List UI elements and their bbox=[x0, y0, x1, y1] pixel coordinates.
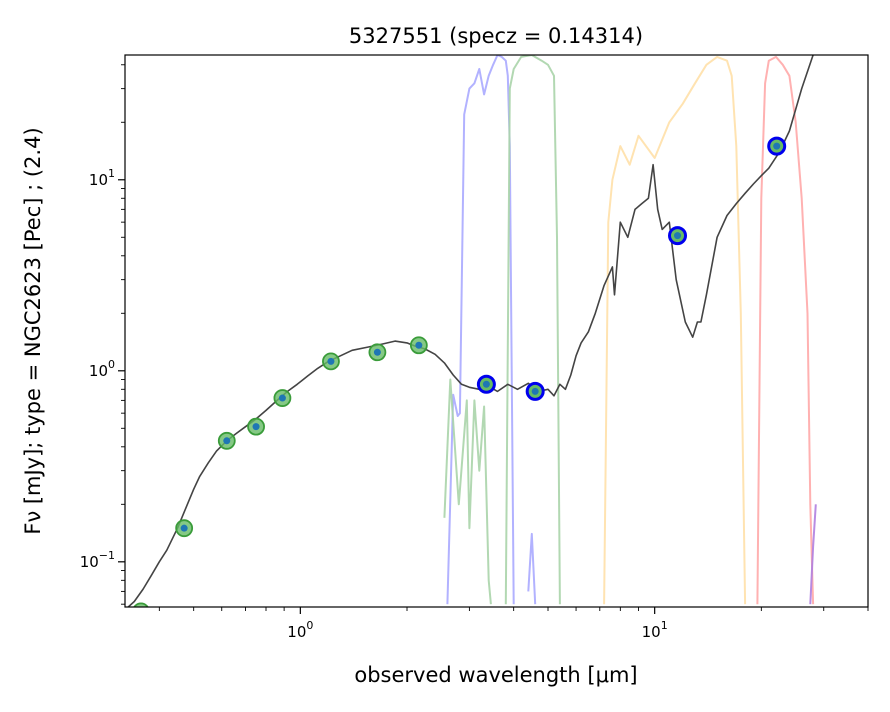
x-axis-label: observed wavelength [μm] bbox=[354, 663, 637, 687]
y-tick-label: 101 bbox=[89, 167, 115, 189]
point-center-green-3 bbox=[252, 423, 260, 431]
y-axis-label: Fν [mJy]; type = NGC2623 [Pec] ; (2.4) bbox=[21, 127, 45, 534]
chart-title: 5327551 (specz = 0.14314) bbox=[349, 24, 643, 48]
template-sed bbox=[127, 55, 814, 607]
y-tick-label: 100 bbox=[89, 358, 115, 380]
template-sed-line bbox=[127, 55, 814, 607]
photometry-points bbox=[133, 136, 787, 615]
x-tick-label: 101 bbox=[642, 619, 668, 641]
filter-curve-wise3 bbox=[603, 55, 747, 605]
point-center-green-6 bbox=[373, 348, 381, 356]
axis-ticks: 100 101 10−1 100 101 bbox=[80, 64, 869, 641]
point-center-green-1 bbox=[180, 524, 188, 532]
point-center-blue-1 bbox=[531, 387, 539, 395]
filter-curve-wise2 bbox=[527, 532, 537, 605]
filter-curve-irac1 bbox=[446, 55, 515, 605]
filter-curve-wise4 bbox=[756, 55, 815, 605]
point-center-green-7 bbox=[415, 341, 423, 349]
plot-frame bbox=[124, 54, 869, 608]
filter-curves bbox=[443, 55, 817, 605]
optical-point-0 bbox=[133, 602, 149, 607]
y-tick-label: 10−1 bbox=[80, 549, 115, 571]
filter-curve-irac2 bbox=[504, 55, 561, 605]
point-center-blue-0 bbox=[482, 380, 490, 388]
x-tick-label: 100 bbox=[287, 619, 313, 641]
filter-curve-wise1 bbox=[443, 378, 492, 605]
point-center-green-2 bbox=[223, 437, 231, 445]
point-center-green-5 bbox=[327, 357, 335, 365]
point-center-blue-3 bbox=[773, 142, 781, 150]
filter-curve-mips24 bbox=[809, 504, 817, 605]
point-center-blue-2 bbox=[674, 232, 682, 240]
point-center-green-0 bbox=[137, 608, 144, 615]
point-center-green-4 bbox=[278, 394, 286, 402]
